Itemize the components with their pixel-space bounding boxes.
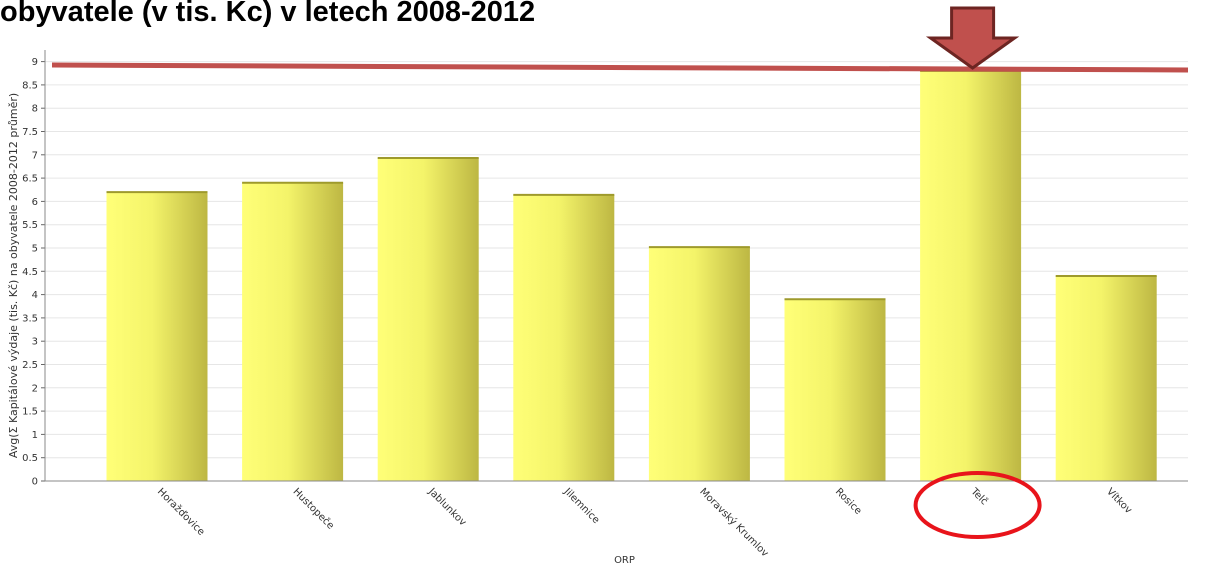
bar (1055, 275, 1157, 481)
x-tick-label: Moravský Krumlov (697, 486, 771, 560)
y-tick-label: 1.5 (22, 407, 38, 418)
y-tick-label: 0.5 (22, 453, 38, 464)
bar (784, 299, 886, 481)
x-tick-label: Hustopeče (290, 486, 336, 532)
y-tick-label: 0 (32, 477, 38, 488)
y-tick-label: 8.5 (22, 80, 38, 91)
bar (106, 192, 208, 481)
y-tick-label: 7.5 (22, 127, 38, 138)
bars (106, 69, 1157, 482)
y-tick-label: 2.5 (22, 360, 38, 371)
x-tick-label: Rosice (833, 486, 864, 517)
y-tick-label: 3 (32, 337, 38, 348)
y-tick-label: 4 (32, 290, 38, 301)
y-tick-label: 9 (32, 57, 38, 68)
bar (648, 247, 750, 481)
highlight-circle (913, 471, 1042, 539)
reference-line (51, 62, 1189, 73)
x-axis-label: ORP (614, 555, 635, 566)
down-arrow-icon (925, 6, 1020, 70)
bar (513, 194, 615, 481)
y-tick-label: 5 (32, 244, 38, 255)
y-tick-label: 6 (32, 197, 38, 208)
y-tick-label: 7 (32, 150, 38, 161)
bar (242, 182, 344, 481)
chart-title: obyvatele (v tis. Kc) v letech 2008-2012 (0, 0, 536, 28)
x-axis-ticks: Horažďovice Hustopeče Jablunkov Jilemnice Mo… (155, 485, 1135, 559)
x-tick-label: Jilemnice (561, 486, 601, 526)
x-tick-label: Telč (968, 485, 991, 508)
y-axis-ticks: 0 0.5 1 1.5 2 2.5 3 3.5 4 4.5 5 5.5 6 6.5 7 7.5 8 8.5 9 (22, 57, 45, 488)
y-tick-label: 8 (32, 104, 38, 115)
x-tick-label: Vítkov (1104, 486, 1134, 516)
x-tick-label: Jablunkov (425, 486, 468, 529)
y-tick-label: 1 (32, 430, 38, 441)
y-tick-label: 5.5 (22, 220, 38, 231)
y-tick-label: 4.5 (22, 267, 38, 278)
y-tick-label: 2 (32, 383, 38, 394)
bar (377, 158, 479, 481)
y-axis-label: Avg(Σ Kapitálové výdaje (tis. Kč) na oby… (7, 93, 20, 458)
bar (920, 70, 1022, 482)
y-tick-label: 6.5 (22, 174, 38, 185)
x-tick-label: Horažďovice (155, 486, 207, 538)
y-tick-label: 3.5 (22, 313, 38, 324)
